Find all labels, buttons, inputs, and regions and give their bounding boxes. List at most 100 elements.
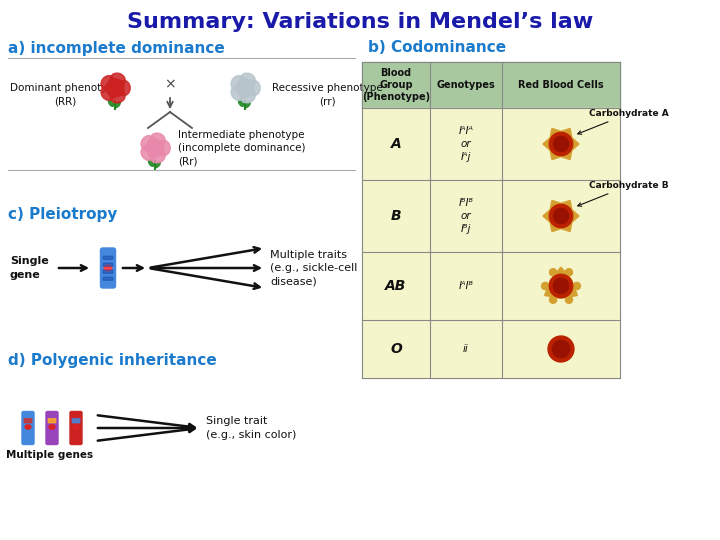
Ellipse shape (155, 162, 161, 167)
Ellipse shape (245, 102, 251, 107)
Circle shape (554, 137, 569, 152)
Circle shape (549, 132, 572, 156)
FancyBboxPatch shape (103, 270, 113, 273)
Ellipse shape (244, 85, 254, 96)
Ellipse shape (104, 265, 112, 271)
Text: a) incomplete dominance: a) incomplete dominance (8, 40, 225, 56)
Bar (362, 180, 620, 252)
Ellipse shape (158, 140, 170, 156)
Text: ii: ii (463, 344, 469, 354)
Text: Genotypes: Genotypes (436, 80, 495, 90)
Text: ×: × (164, 77, 176, 91)
Ellipse shape (109, 100, 114, 106)
Ellipse shape (148, 147, 159, 158)
Ellipse shape (101, 76, 114, 90)
Polygon shape (543, 129, 579, 160)
FancyBboxPatch shape (103, 256, 113, 259)
Polygon shape (544, 267, 577, 298)
Text: d) Polygenic inheritance: d) Polygenic inheritance (8, 353, 217, 368)
Ellipse shape (117, 80, 130, 96)
Text: Single trait
(e.g., skin color): Single trait (e.g., skin color) (206, 416, 297, 440)
Ellipse shape (150, 150, 165, 163)
Text: Dominant phenotype
(RR): Dominant phenotype (RR) (10, 83, 120, 106)
Ellipse shape (101, 86, 114, 100)
Ellipse shape (114, 80, 124, 91)
Circle shape (549, 204, 572, 228)
Circle shape (565, 269, 572, 276)
Ellipse shape (73, 425, 79, 429)
Text: B: B (391, 209, 401, 223)
FancyBboxPatch shape (101, 248, 115, 288)
Text: Multiple traits
(e.g., sickle-cell
disease): Multiple traits (e.g., sickle-cell disea… (270, 250, 357, 286)
Ellipse shape (114, 85, 124, 96)
Ellipse shape (105, 83, 115, 93)
Circle shape (541, 282, 549, 289)
Bar (362, 320, 620, 378)
FancyBboxPatch shape (72, 419, 80, 423)
Ellipse shape (148, 139, 159, 148)
Ellipse shape (240, 73, 255, 86)
FancyBboxPatch shape (72, 433, 80, 437)
Text: Intermediate phenotype
(incomplete dominance)
(Rr): Intermediate phenotype (incomplete domin… (178, 130, 305, 166)
Text: Carbohydrate A: Carbohydrate A (577, 109, 669, 134)
FancyBboxPatch shape (72, 426, 80, 430)
Ellipse shape (231, 86, 245, 100)
Circle shape (241, 84, 248, 91)
Ellipse shape (238, 100, 243, 106)
Circle shape (554, 208, 569, 224)
FancyBboxPatch shape (24, 419, 32, 423)
Ellipse shape (25, 425, 31, 429)
Text: Multiple genes: Multiple genes (6, 450, 94, 460)
Text: Summary: Variations in Mendel’s law: Summary: Variations in Mendel’s law (127, 12, 593, 32)
Ellipse shape (108, 78, 119, 89)
Ellipse shape (238, 78, 249, 89)
Circle shape (549, 274, 572, 298)
Circle shape (554, 279, 569, 294)
Circle shape (573, 282, 580, 289)
Circle shape (548, 336, 574, 362)
Ellipse shape (141, 146, 155, 160)
Text: Blood
Group
(Phenotype): Blood Group (Phenotype) (362, 68, 430, 103)
Ellipse shape (110, 73, 125, 86)
Circle shape (549, 269, 557, 276)
Text: AB: AB (385, 279, 407, 293)
Text: Red Blood Cells: Red Blood Cells (518, 80, 604, 90)
Circle shape (112, 84, 119, 91)
Ellipse shape (238, 87, 249, 97)
Ellipse shape (235, 83, 245, 93)
FancyBboxPatch shape (70, 411, 82, 444)
Ellipse shape (154, 140, 164, 151)
FancyBboxPatch shape (103, 263, 113, 266)
Text: A: A (391, 137, 401, 151)
FancyBboxPatch shape (48, 426, 55, 430)
Ellipse shape (150, 133, 165, 146)
Ellipse shape (248, 80, 260, 96)
FancyBboxPatch shape (48, 433, 55, 437)
FancyBboxPatch shape (24, 433, 32, 437)
Circle shape (151, 145, 158, 152)
FancyBboxPatch shape (103, 277, 113, 280)
Text: IᴮIᴮ
or
Iᴮj: IᴮIᴮ or Iᴮj (459, 198, 474, 234)
Ellipse shape (154, 145, 164, 156)
Text: IᴬIᴬ
or
Iᴬj: IᴬIᴬ or Iᴬj (459, 126, 474, 162)
Ellipse shape (114, 102, 120, 107)
Text: c) Pleiotropy: c) Pleiotropy (8, 207, 117, 222)
Text: Carbohydrate B: Carbohydrate B (577, 181, 669, 206)
Text: b) Codominance: b) Codominance (368, 40, 506, 56)
FancyBboxPatch shape (46, 411, 58, 444)
FancyBboxPatch shape (48, 419, 55, 423)
Text: Single
gene: Single gene (10, 256, 49, 280)
Circle shape (552, 340, 570, 357)
Ellipse shape (49, 425, 55, 429)
Ellipse shape (244, 80, 254, 91)
Bar (362, 62, 620, 108)
Bar (362, 252, 620, 320)
Ellipse shape (231, 76, 245, 90)
Bar (362, 108, 620, 180)
FancyBboxPatch shape (22, 411, 34, 444)
Ellipse shape (141, 136, 155, 150)
Ellipse shape (108, 87, 119, 97)
Ellipse shape (110, 90, 125, 103)
Text: IᴬIᴮ: IᴬIᴮ (459, 281, 474, 291)
Ellipse shape (240, 90, 255, 103)
